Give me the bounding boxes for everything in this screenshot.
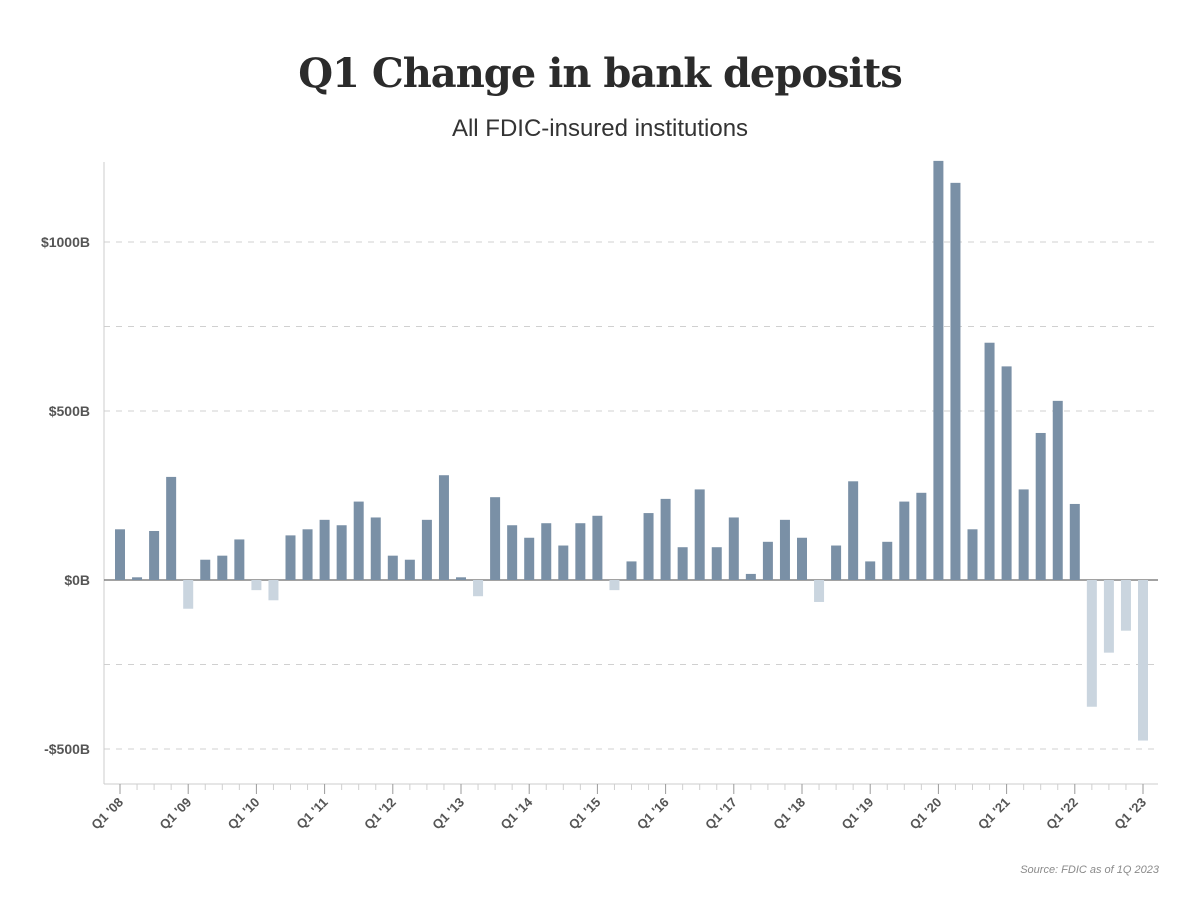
x-tick-label: Q1 '15 bbox=[566, 795, 604, 833]
x-tick-label: Q1 '11 bbox=[293, 795, 330, 832]
chart-subtitle: All FDIC-insured institutions bbox=[451, 115, 749, 142]
bar bbox=[336, 525, 347, 580]
bar bbox=[711, 547, 722, 580]
bar bbox=[217, 555, 228, 580]
bar bbox=[899, 501, 910, 580]
bar bbox=[558, 545, 569, 580]
bar bbox=[728, 517, 739, 580]
x-tick-label: Q1 '13 bbox=[429, 795, 467, 833]
bar bbox=[251, 580, 262, 591]
bar bbox=[1052, 400, 1063, 580]
bar bbox=[132, 577, 143, 580]
bar bbox=[421, 519, 432, 580]
bar bbox=[524, 537, 535, 580]
bar bbox=[865, 561, 876, 580]
x-tick-label: Q1 '12 bbox=[361, 795, 399, 833]
bar bbox=[1120, 580, 1131, 631]
bar bbox=[234, 539, 245, 580]
y-axis-labels: $1000B $500B $0B -$500B bbox=[41, 234, 90, 757]
bar bbox=[592, 515, 603, 580]
bar bbox=[387, 555, 398, 580]
bar bbox=[694, 489, 705, 580]
x-tick-label: Q1 '23 bbox=[1111, 795, 1149, 833]
bar bbox=[302, 529, 313, 580]
bar bbox=[848, 481, 859, 580]
y-tick-label: $0B bbox=[64, 572, 90, 588]
x-tick-label: Q1 '16 bbox=[634, 795, 672, 833]
bar bbox=[1138, 580, 1148, 741]
source-note: Source: FDIC as of 1Q 2023 bbox=[1020, 864, 1159, 876]
bar bbox=[404, 559, 415, 580]
x-tick-label: Q1 '08 bbox=[88, 795, 126, 833]
bar bbox=[115, 529, 125, 580]
x-tick-label: Q1 '19 bbox=[838, 795, 876, 833]
bar bbox=[1018, 489, 1029, 580]
bar bbox=[916, 492, 927, 580]
bar bbox=[166, 476, 177, 580]
chart-title: Q1 Change in bank deposits bbox=[298, 50, 902, 97]
bar bbox=[575, 523, 586, 580]
x-tick-label: Q1 '20 bbox=[907, 795, 945, 833]
bar bbox=[950, 182, 961, 580]
axes bbox=[103, 162, 1158, 794]
bar bbox=[1103, 580, 1114, 653]
bar bbox=[643, 513, 654, 580]
y-tick-label: -$500B bbox=[44, 741, 90, 757]
bar bbox=[149, 530, 160, 580]
bar bbox=[745, 573, 756, 580]
x-tick-label: Q1 '10 bbox=[225, 795, 263, 833]
y-tick-label: $500B bbox=[49, 403, 90, 419]
bar bbox=[933, 160, 944, 580]
bar bbox=[353, 501, 364, 580]
bar bbox=[268, 580, 279, 601]
x-tick-label: Q1 '21 bbox=[975, 795, 1013, 833]
bar bbox=[797, 537, 807, 580]
bar bbox=[609, 580, 620, 591]
bar bbox=[473, 580, 484, 597]
bar bbox=[1086, 580, 1097, 707]
bar bbox=[814, 580, 825, 602]
bar bbox=[490, 497, 501, 580]
bar bbox=[456, 577, 466, 580]
bar bbox=[626, 561, 637, 580]
x-axis-labels: Q1 '08 Q1 '09 Q1 '10 Q1 '11 Q1 '12 Q1 '13 Q1 '… bbox=[88, 794, 1149, 832]
x-tick-label: Q1 '22 bbox=[1043, 795, 1081, 833]
bar bbox=[660, 498, 671, 580]
x-tick-label: Q1 '18 bbox=[770, 795, 808, 833]
bar bbox=[677, 547, 688, 580]
bar bbox=[762, 541, 773, 580]
x-tick-label: Q1 '14 bbox=[497, 794, 535, 832]
bar bbox=[779, 519, 790, 580]
bar bbox=[984, 342, 995, 580]
bar bbox=[183, 580, 194, 609]
bar bbox=[1069, 503, 1080, 580]
y-tick-label: $1000B bbox=[41, 234, 90, 250]
bar bbox=[831, 545, 842, 580]
bar bbox=[319, 519, 330, 580]
x-tick-label: Q1 '17 bbox=[702, 795, 740, 833]
bar bbox=[541, 523, 552, 580]
bar bbox=[882, 541, 893, 580]
bar bbox=[438, 475, 449, 580]
bar bbox=[967, 529, 978, 580]
bars bbox=[115, 160, 1148, 741]
grid-lines bbox=[104, 241, 1158, 750]
x-tick-label: Q1 '09 bbox=[156, 795, 194, 833]
bar bbox=[1035, 432, 1046, 580]
bar bbox=[285, 535, 296, 580]
bar bbox=[370, 517, 381, 580]
bar bbox=[1001, 366, 1012, 580]
bar bbox=[507, 525, 518, 580]
bar bbox=[200, 559, 211, 580]
